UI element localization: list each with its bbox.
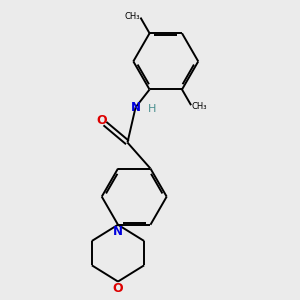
Text: N: N [113, 225, 123, 238]
Text: O: O [113, 283, 123, 296]
Text: H: H [148, 104, 157, 114]
Text: O: O [96, 114, 106, 127]
Text: N: N [130, 101, 141, 114]
Text: CH₃: CH₃ [192, 102, 207, 111]
Text: CH₃: CH₃ [124, 12, 140, 21]
